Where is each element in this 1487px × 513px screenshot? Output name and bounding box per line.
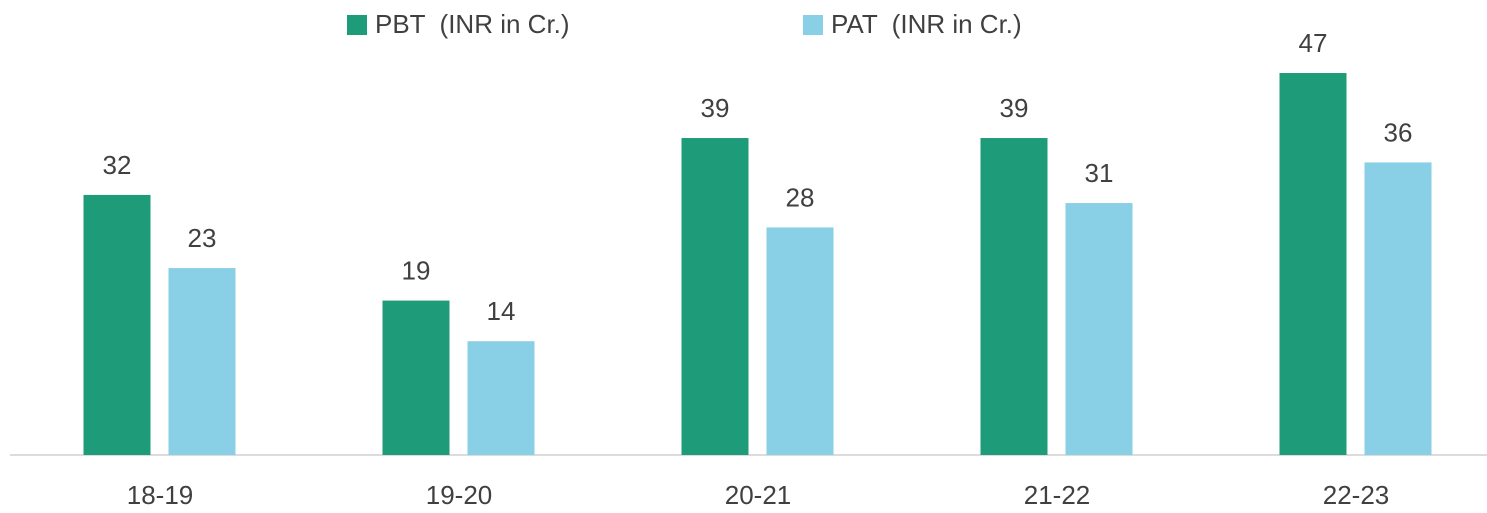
- legend-label: PBT (INR in Cr.): [375, 9, 570, 39]
- legend-swatch: [347, 15, 367, 35]
- legend-label: PAT (INR in Cr.): [831, 9, 1022, 39]
- data-label: 39: [701, 93, 730, 123]
- x-tick-label: 20-21: [725, 480, 792, 510]
- bar: [1279, 73, 1347, 455]
- bar: [980, 138, 1048, 455]
- x-tick-label: 18-19: [127, 480, 194, 510]
- data-label: 14: [487, 296, 516, 326]
- data-label: 31: [1085, 158, 1114, 188]
- bar: [681, 138, 749, 455]
- x-tick-label: 19-20: [426, 480, 493, 510]
- data-label: 32: [103, 150, 132, 180]
- bar: [467, 341, 535, 455]
- data-label: 47: [1299, 28, 1328, 58]
- bar: [766, 227, 834, 455]
- bar: [83, 194, 151, 455]
- data-label: 23: [188, 223, 217, 253]
- data-label: 19: [402, 255, 431, 285]
- bar: [382, 300, 450, 455]
- data-label: 28: [786, 182, 815, 212]
- bar: [1065, 203, 1133, 455]
- legend-swatch: [803, 15, 823, 35]
- data-label: 39: [1000, 93, 1029, 123]
- data-label: 36: [1384, 117, 1413, 147]
- bar: [1364, 162, 1432, 455]
- x-tick-label: 22-23: [1323, 480, 1390, 510]
- bar: [168, 268, 236, 455]
- x-tick-label: 21-22: [1024, 480, 1091, 510]
